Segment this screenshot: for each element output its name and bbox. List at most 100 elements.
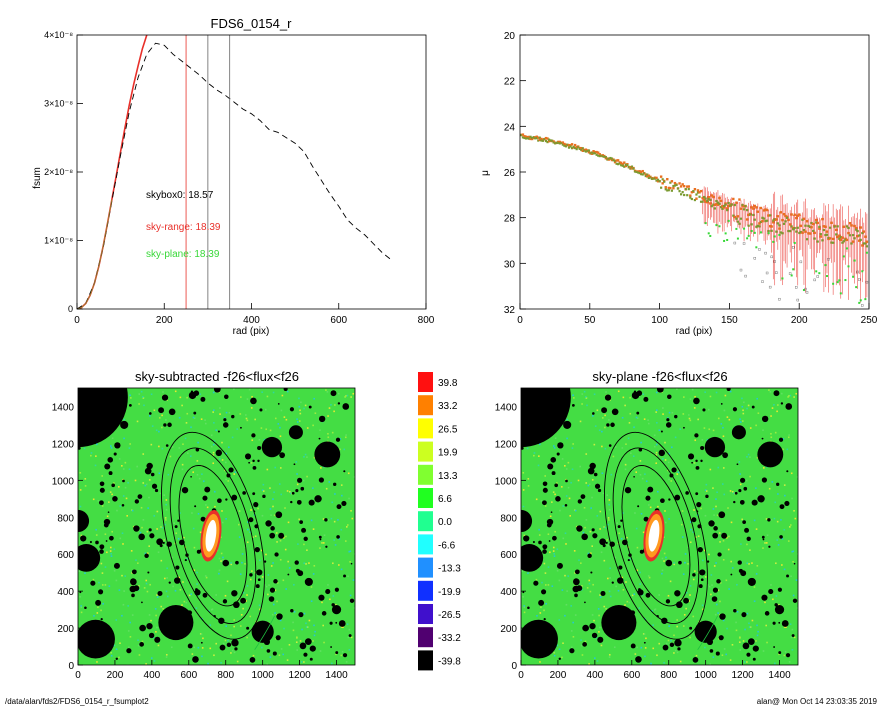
sky-subtracted-noise xyxy=(298,405,301,408)
sky-subtracted-mask-small xyxy=(128,404,132,407)
sky-plane-noise xyxy=(589,530,592,533)
sky-plane-noise xyxy=(712,656,715,658)
sky-subtracted-noise xyxy=(96,612,99,614)
colorbar-swatch xyxy=(418,511,433,532)
sky-plane-noise xyxy=(631,594,634,597)
sky-subtracted-noise xyxy=(178,447,181,449)
mu-point-sky-range xyxy=(713,203,717,207)
sky-plane-noise xyxy=(726,627,728,630)
sky-plane-noise xyxy=(554,437,557,440)
sky-plane-noise xyxy=(689,585,692,587)
sky-plane-noise xyxy=(653,445,656,448)
mu-point-skybox xyxy=(529,135,532,138)
sky-subtracted-noise xyxy=(295,461,298,463)
sky-plane-noise xyxy=(553,555,556,557)
sky-plane-mask-small xyxy=(773,390,780,397)
sky-plane-noise xyxy=(615,585,617,588)
sky-plane-noise xyxy=(722,619,725,622)
sky-subtracted-noise xyxy=(246,541,249,544)
mu-point-skybox xyxy=(730,203,733,206)
mu-point-skybox xyxy=(759,220,763,224)
sky-plane-noise xyxy=(632,455,635,458)
sky-plane-noise xyxy=(591,479,594,481)
sky-plane-noise xyxy=(629,396,631,399)
mu-point-sky-range xyxy=(779,211,783,214)
sky-subtracted-mask-small xyxy=(174,525,178,529)
sky-plane-noise xyxy=(668,625,670,627)
sky-plane-title: sky-plane -f26<flux<f26 xyxy=(592,369,727,384)
sky-subtracted-mask-small xyxy=(146,462,153,470)
sky-subtracted-noise xyxy=(145,582,148,585)
sky-plane-mask-small xyxy=(636,411,640,415)
sky-subtracted-noise xyxy=(327,433,329,435)
sky-subtracted-x-tick-label: 800 xyxy=(217,670,234,681)
mu-point-sky-range xyxy=(546,137,549,140)
mu-point-skybox xyxy=(710,205,713,208)
sky-subtracted-mask-small xyxy=(298,612,304,618)
sky-plane-mask-small xyxy=(581,533,588,541)
sky-plane-mask-small xyxy=(709,649,714,653)
sky-plane-mask-large xyxy=(774,604,785,615)
mu-point-sky-range xyxy=(745,218,749,221)
mu-point-sky-plane xyxy=(842,255,845,258)
sky-plane-mask-small xyxy=(768,545,771,548)
sky-subtracted-noise xyxy=(97,500,100,502)
mu-point-skybox xyxy=(810,221,813,225)
sky-subtracted-noise xyxy=(228,446,230,449)
sky-subtracted-noise xyxy=(157,551,160,554)
sky-plane-noise xyxy=(608,590,611,593)
sky-subtracted-noise xyxy=(225,625,227,627)
sky-subtracted-noise xyxy=(290,492,292,495)
sky-subtracted-mask-small xyxy=(252,492,256,496)
sky-plane-noise xyxy=(715,603,718,606)
sky-plane-mask-small xyxy=(677,647,681,651)
sky-plane-noise xyxy=(574,572,576,574)
sky-subtracted-noise xyxy=(207,662,209,665)
sky-subtracted-noise xyxy=(192,416,195,419)
sky-plane-noise xyxy=(552,550,555,552)
sky-plane-noise xyxy=(620,537,623,540)
mu-point-sky-plane xyxy=(852,275,855,278)
sky-plane-noise xyxy=(538,455,540,457)
sky-subtracted-noise xyxy=(92,578,95,581)
sky-plane-mask-small xyxy=(533,580,539,586)
mu-point-sky-plane xyxy=(773,235,776,238)
sky-plane-mask-small xyxy=(637,589,644,596)
sky-subtracted-noise xyxy=(138,393,141,395)
colorbar-swatch xyxy=(418,650,433,671)
sky-subtracted-noise xyxy=(185,601,188,604)
mu-point-skybox xyxy=(750,223,753,226)
fsum-y-tick-label: 1×10⁻⁸ xyxy=(44,236,73,246)
sky-plane-noise xyxy=(603,526,605,528)
sky-subtracted-noise xyxy=(186,396,188,399)
sky-subtracted-noise xyxy=(312,573,315,575)
sky-plane-noise xyxy=(720,423,723,425)
sky-subtracted-noise xyxy=(131,509,134,512)
mu-point-sky-range xyxy=(710,194,714,197)
sky-subtracted-noise xyxy=(341,650,344,653)
sky-plane-noise xyxy=(717,589,720,592)
sky-subtracted-y-tick-label: 800 xyxy=(57,513,74,524)
colorbar-label: -19.9 xyxy=(438,587,461,598)
mu-point-skybox xyxy=(821,239,824,242)
sky-subtracted-mask-small xyxy=(148,632,155,639)
mu-point-sky-plane xyxy=(858,301,861,304)
mu-point-sky-range xyxy=(764,208,767,211)
sky-subtracted-noise xyxy=(111,493,113,496)
sky-plane-mask-small xyxy=(594,483,601,489)
sky-subtracted-mask-small xyxy=(329,621,333,625)
sky-plane-mask-small xyxy=(720,402,723,405)
sky-subtracted-noise xyxy=(269,429,272,432)
fsum-sky-plane-curve xyxy=(76,199,113,310)
sky-subtracted-noise xyxy=(164,523,166,526)
sky-plane-noise xyxy=(540,606,542,609)
sky-subtracted-mask-small xyxy=(104,463,111,470)
mu-point-skybox xyxy=(630,165,634,168)
sky-subtracted-noise xyxy=(262,490,265,492)
sky-plane-mask-small xyxy=(556,452,560,456)
sky-plane-mask-small xyxy=(786,574,789,578)
mu-point-sky-range xyxy=(561,141,565,144)
sky-subtracted-noise xyxy=(84,485,87,487)
mu-point-sky-range xyxy=(641,169,644,173)
sky-subtracted-noise xyxy=(106,551,108,554)
